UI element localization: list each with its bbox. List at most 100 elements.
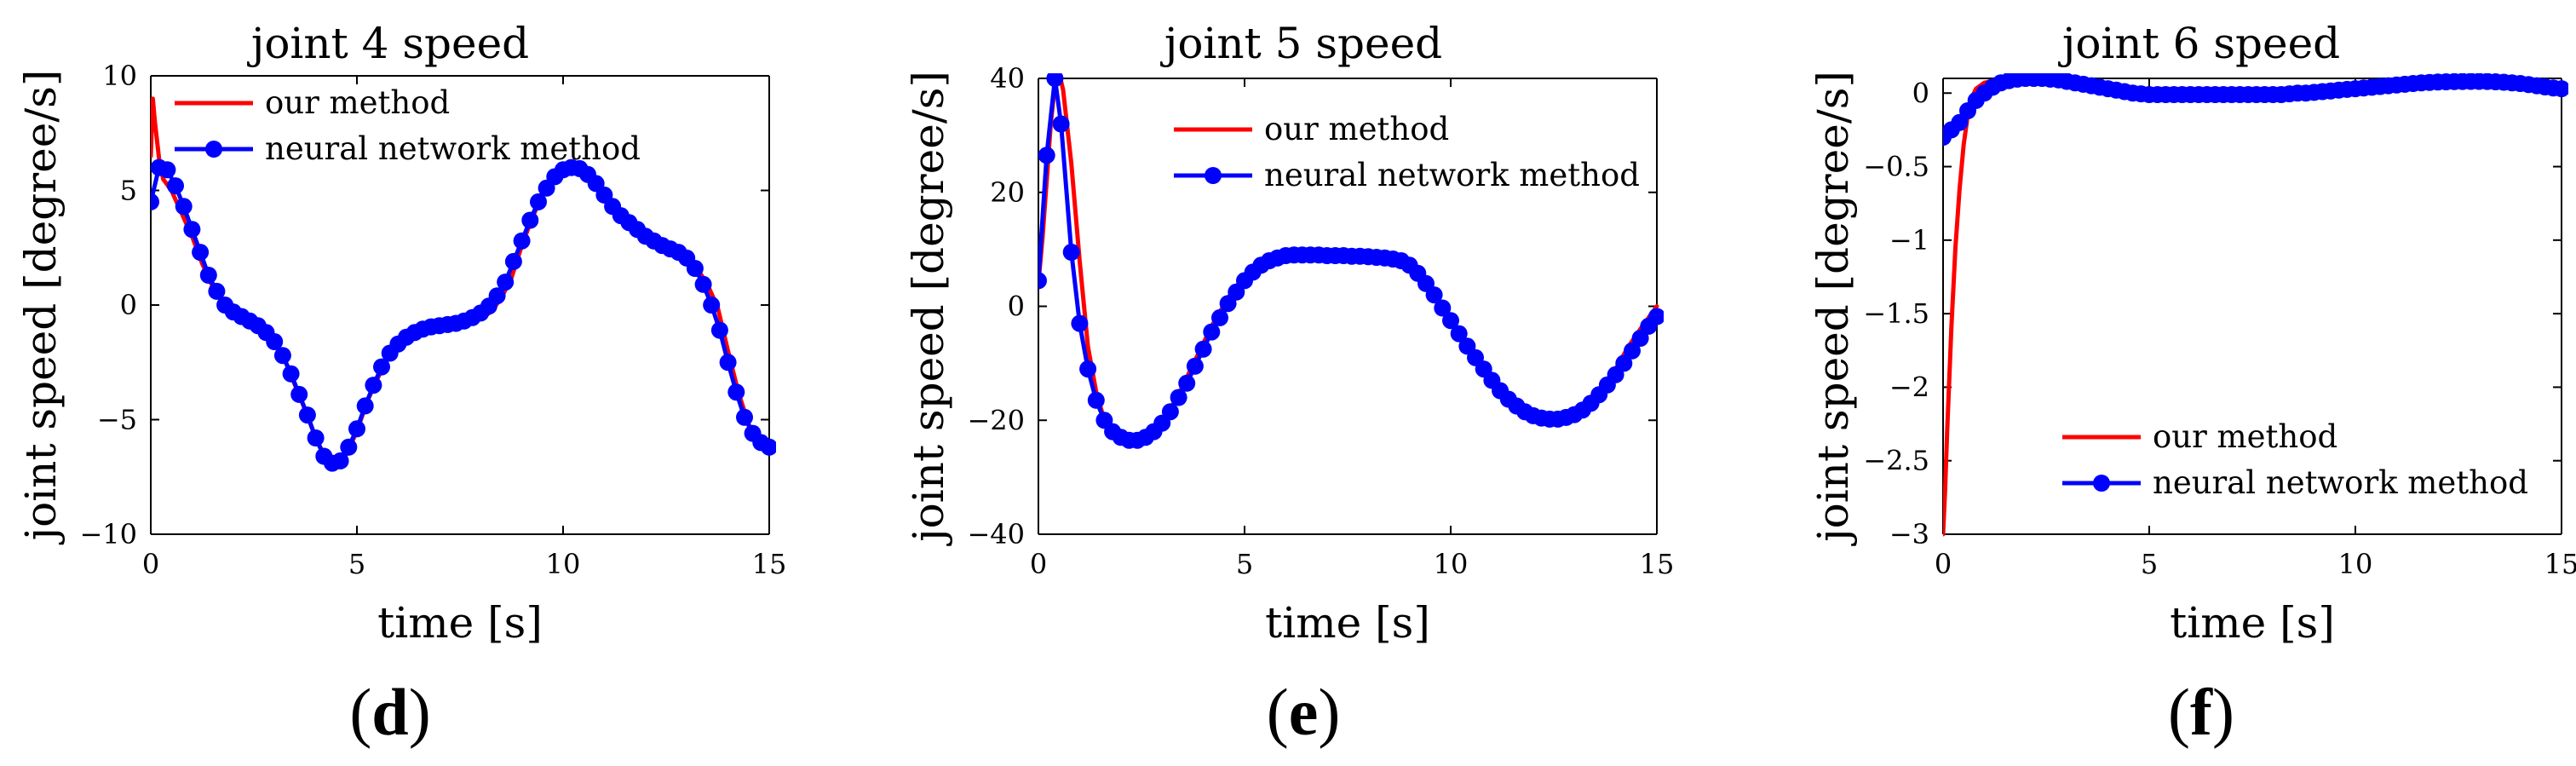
- data-point: [719, 354, 737, 371]
- y-tick-label: −2: [1889, 371, 1929, 403]
- data-point: [1161, 403, 1179, 421]
- legend-label: neural network method: [265, 130, 641, 167]
- data-point: [727, 383, 745, 401]
- data-point: [1615, 354, 1633, 372]
- x-axis-title: time [s]: [2170, 598, 2335, 648]
- data-point: [208, 282, 226, 300]
- plot-area: [151, 96, 776, 472]
- panel-label: (e): [1267, 675, 1341, 749]
- plot-area: [1038, 73, 1664, 449]
- x-axis-title: time [s]: [1265, 598, 1430, 648]
- x-tick-label: 5: [348, 548, 365, 580]
- data-point: [175, 198, 193, 216]
- chart-joint-5-speed: joint 5 speed 0 5 10 15 −40 −20 0 20 40 time [s] jo…: [904, 19, 1674, 749]
- data-point: [710, 321, 728, 339]
- chart-title: joint 6 speed: [2058, 19, 2340, 68]
- legend-marker: [2093, 475, 2110, 492]
- data-point: [282, 365, 300, 383]
- y-tick-label: 0: [120, 289, 137, 321]
- data-point: [199, 267, 217, 284]
- y-tick-label: 10: [102, 60, 137, 92]
- data-point: [1425, 286, 1443, 304]
- panel-label: (f): [2168, 675, 2234, 749]
- data-point: [2553, 80, 2568, 98]
- data-point: [488, 287, 506, 305]
- y-tick-label: −20: [967, 404, 1025, 436]
- data-point: [1194, 340, 1212, 358]
- data-point: [736, 408, 753, 426]
- data-point: [158, 161, 176, 179]
- x-tick-label: 5: [1236, 548, 1253, 580]
- x-tick-label: 10: [546, 548, 581, 580]
- data-point: [1434, 299, 1452, 317]
- data-point: [298, 406, 316, 424]
- legend-label: neural network method: [1264, 157, 1640, 193]
- legend-entry-our-method: our method: [2062, 418, 2337, 455]
- y-tick-label: −2.5: [1863, 445, 1929, 477]
- y-tick-label: −1.5: [1863, 297, 1929, 330]
- legend-label: our method: [265, 84, 450, 121]
- y-tick-label: −40: [967, 518, 1025, 550]
- legend-label: neural network method: [2153, 464, 2528, 501]
- data-point: [1186, 357, 1204, 375]
- data-point: [1062, 244, 1080, 261]
- data-point: [1038, 272, 1047, 290]
- y-tick-label: 40: [990, 62, 1025, 95]
- y-axis-title: joint speed [degree/s]: [16, 70, 66, 545]
- data-point: [1170, 389, 1187, 406]
- x-axis-title: time [s]: [377, 598, 543, 648]
- y-tick-label: 5: [120, 175, 137, 207]
- data-point: [151, 193, 159, 210]
- data-point: [1624, 342, 1641, 360]
- data-point: [497, 274, 515, 291]
- x-tick-label: 0: [1030, 548, 1047, 580]
- panel-label: (d): [349, 675, 430, 749]
- y-tick-label: −5: [97, 404, 137, 436]
- data-point: [686, 260, 704, 277]
- y-tick-label: 20: [990, 176, 1025, 209]
- chart-title: joint 5 speed: [1160, 19, 1442, 68]
- legend-entry-our-method: our method: [1174, 111, 1449, 147]
- legend-marker: [205, 141, 222, 158]
- data-point: [513, 232, 531, 250]
- data-point: [1450, 325, 1468, 343]
- data-point: [1046, 73, 1064, 87]
- data-point: [167, 177, 184, 195]
- data-point: [1211, 308, 1228, 326]
- chart-title: joint 4 speed: [247, 19, 529, 68]
- legend-entry-neural-network-method: neural network method: [175, 130, 641, 167]
- x-tick-label: 10: [1434, 548, 1469, 580]
- y-tick-label: −10: [79, 518, 137, 550]
- y-tick-label: −0.5: [1863, 151, 1929, 183]
- data-point: [307, 429, 325, 446]
- data-point: [761, 438, 776, 456]
- data-point: [521, 211, 539, 229]
- chart-joint-6-speed: joint 6 speed 0 5 10 15 −3 −2.5 −2 −1.5 −1 −0.5 0 ti…: [1808, 19, 2576, 749]
- data-point: [373, 358, 390, 376]
- x-tick-label: 0: [1935, 548, 1952, 580]
- data-point: [1052, 115, 1070, 133]
- data-point: [192, 244, 210, 262]
- legend-marker: [1205, 167, 1222, 184]
- data-point: [356, 397, 374, 415]
- data-point: [1442, 312, 1459, 330]
- x-tick-label: 5: [2141, 548, 2158, 580]
- legend-entry-neural-network-method: neural network method: [1174, 157, 1640, 193]
- x-tick-label: 15: [1640, 548, 1675, 580]
- data-point: [348, 420, 365, 438]
- x-tick-label: 0: [142, 548, 159, 580]
- data-point: [530, 193, 547, 210]
- data-point: [1648, 308, 1664, 325]
- data-point: [694, 275, 712, 293]
- y-tick-label: −1: [1889, 224, 1929, 256]
- plot-area: [1943, 73, 2568, 537]
- x-tick-label: 15: [752, 548, 787, 580]
- data-point: [273, 347, 291, 365]
- data-point: [504, 252, 522, 270]
- data-point: [1071, 314, 1089, 332]
- data-point: [183, 221, 201, 239]
- y-axis-title: joint speed [degree/s]: [904, 71, 953, 546]
- data-point: [331, 452, 349, 469]
